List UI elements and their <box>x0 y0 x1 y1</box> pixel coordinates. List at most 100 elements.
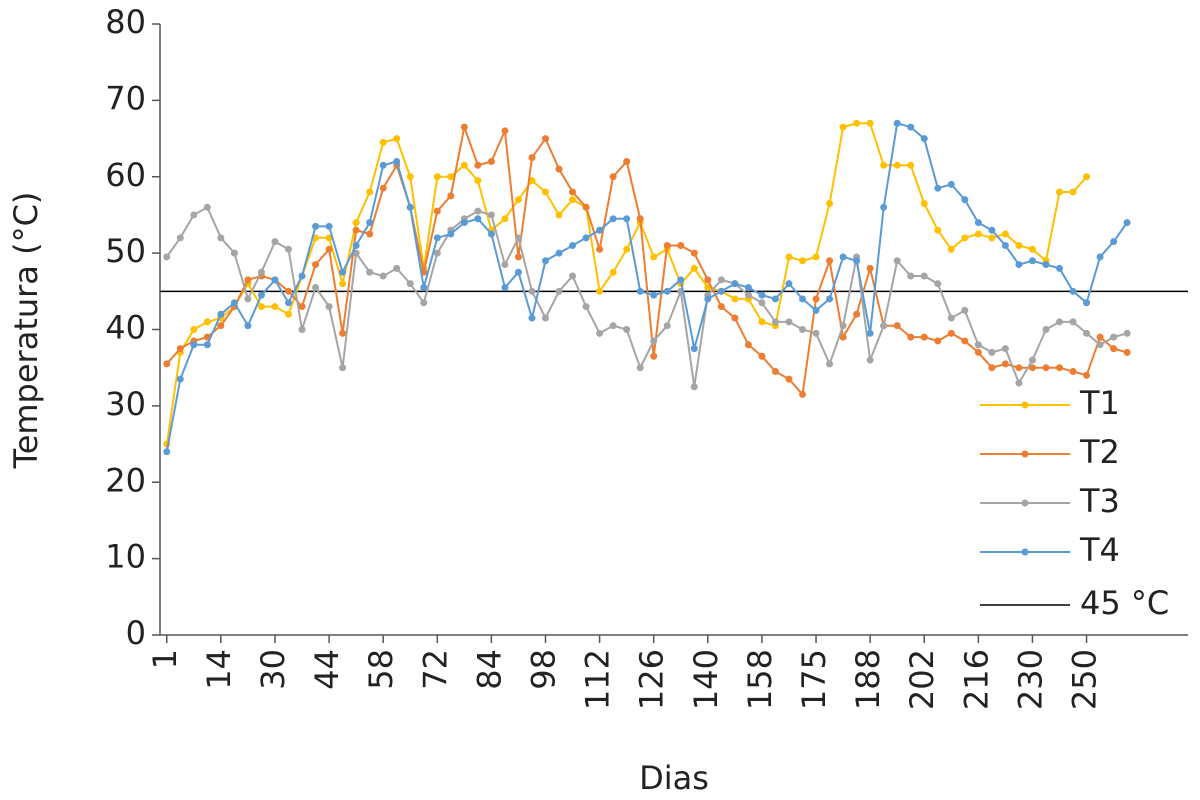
point <box>257 291 265 299</box>
x-tick-label: 72 <box>416 649 454 690</box>
point <box>1001 241 1009 249</box>
x-tick-label: 158 <box>741 649 779 710</box>
point <box>934 226 942 234</box>
point <box>433 234 441 242</box>
point <box>1069 368 1077 376</box>
series-line <box>165 122 1088 445</box>
point <box>961 306 969 314</box>
point <box>433 173 441 181</box>
point <box>974 341 982 349</box>
point <box>934 280 942 288</box>
point <box>298 326 306 333</box>
legend-label: 45 °C <box>1080 584 1169 622</box>
point <box>771 368 779 376</box>
point <box>893 119 901 127</box>
point <box>379 138 387 146</box>
point <box>366 219 374 227</box>
point <box>542 135 549 143</box>
point <box>731 314 739 322</box>
point <box>920 199 928 207</box>
point <box>1042 326 1050 333</box>
point <box>799 326 806 333</box>
point <box>650 253 658 261</box>
point <box>677 276 685 284</box>
point <box>190 341 198 349</box>
point <box>487 157 495 165</box>
y-tick-label: 70 <box>105 79 146 117</box>
point <box>690 345 698 353</box>
point <box>1056 364 1063 372</box>
point <box>514 234 522 242</box>
point <box>528 314 536 322</box>
legend-label: T3 <box>1079 482 1120 520</box>
point <box>839 123 847 131</box>
point <box>542 188 549 196</box>
point <box>826 360 834 368</box>
point <box>420 299 428 307</box>
point <box>880 322 888 330</box>
point <box>636 215 644 223</box>
legend-label: T2 <box>1079 433 1120 471</box>
point <box>528 177 536 185</box>
point <box>217 234 225 242</box>
legend-marker <box>1021 401 1029 409</box>
point <box>1028 356 1036 364</box>
point <box>339 329 347 337</box>
point <box>514 196 522 204</box>
x-tick-label: 14 <box>200 649 238 690</box>
point <box>1028 364 1036 372</box>
x-tick-label: 202 <box>903 649 941 710</box>
point <box>582 303 590 311</box>
point <box>514 268 522 276</box>
point <box>961 337 969 345</box>
point <box>447 230 455 238</box>
point <box>893 257 901 265</box>
point <box>839 322 847 330</box>
point <box>285 245 292 253</box>
point <box>474 177 482 185</box>
point <box>663 322 671 330</box>
point <box>758 318 766 326</box>
point <box>623 326 631 333</box>
point <box>961 196 969 204</box>
point <box>203 318 211 326</box>
point <box>257 268 265 276</box>
point <box>623 245 631 253</box>
point <box>406 203 414 211</box>
point <box>1001 360 1009 368</box>
point <box>717 287 725 295</box>
point <box>366 230 374 238</box>
point <box>934 337 942 345</box>
point <box>907 272 915 280</box>
y-axis-label: Temperatura (°C) <box>7 192 45 470</box>
point <box>352 249 360 257</box>
point <box>406 280 414 288</box>
point <box>988 348 996 356</box>
point <box>758 291 766 299</box>
point <box>1015 261 1023 269</box>
point <box>677 241 685 249</box>
point <box>582 234 590 242</box>
point <box>528 154 536 162</box>
point <box>880 161 888 169</box>
point <box>1083 299 1091 307</box>
point <box>974 230 982 238</box>
point <box>514 253 522 261</box>
point <box>636 287 644 295</box>
point <box>352 219 360 227</box>
point <box>744 341 752 349</box>
point <box>731 280 739 288</box>
point <box>771 295 779 303</box>
x-tick-label: 84 <box>470 649 508 690</box>
point <box>650 337 658 345</box>
point <box>528 287 536 295</box>
point <box>609 268 617 276</box>
point <box>866 329 874 337</box>
y-tick-label: 80 <box>105 3 146 41</box>
point <box>176 345 184 353</box>
x-tick-label: 58 <box>362 649 400 690</box>
point <box>447 173 455 181</box>
point <box>379 272 387 280</box>
point <box>1096 341 1104 349</box>
point <box>501 261 509 269</box>
